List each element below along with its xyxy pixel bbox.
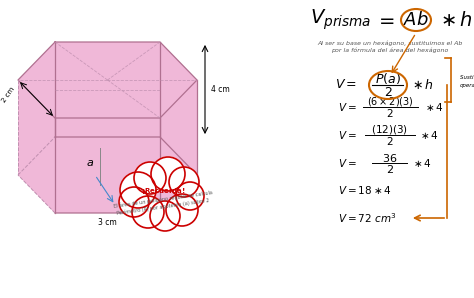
Polygon shape <box>18 42 197 118</box>
Text: Perímetro (P) por apotema (a) sobre 2: Perímetro (P) por apotema (a) sobre 2 <box>116 198 210 216</box>
Circle shape <box>132 196 164 228</box>
Text: a: a <box>87 158 93 168</box>
Text: $2$: $2$ <box>386 107 394 119</box>
Polygon shape <box>18 80 55 213</box>
Text: $\ast\, h$: $\ast\, h$ <box>440 10 473 30</box>
Text: operaciones: operaciones <box>460 83 474 88</box>
Text: $\ast\, h$: $\ast\, h$ <box>412 78 434 92</box>
Text: por la fórmula del área del hexágono: por la fórmula del área del hexágono <box>331 47 449 53</box>
Circle shape <box>151 157 185 191</box>
Text: $V = 18 \ast 4$: $V = 18 \ast 4$ <box>338 184 392 196</box>
Polygon shape <box>55 118 160 213</box>
Circle shape <box>176 182 204 210</box>
Text: $V =$: $V =$ <box>335 78 357 91</box>
Circle shape <box>150 201 180 231</box>
Text: $V_{prisma}$: $V_{prisma}$ <box>310 8 371 32</box>
Text: $V =$: $V =$ <box>338 129 357 141</box>
Circle shape <box>166 194 198 226</box>
Text: $\bf{¡Recuerda!}$: $\bf{¡Recuerda!}$ <box>141 186 185 196</box>
Polygon shape <box>160 80 197 213</box>
Circle shape <box>134 162 166 194</box>
Text: $\ast\,4$: $\ast\,4$ <box>425 101 444 113</box>
Text: $(12)(3)$: $(12)(3)$ <box>372 123 409 136</box>
Polygon shape <box>160 42 197 175</box>
Text: $2$: $2$ <box>386 135 394 147</box>
Text: $2$: $2$ <box>386 163 394 175</box>
Text: $\ast\,4$: $\ast\,4$ <box>413 157 431 169</box>
Text: $P(a)$: $P(a)$ <box>375 71 401 86</box>
Text: $Ab$: $Ab$ <box>403 11 429 29</box>
Polygon shape <box>55 42 160 137</box>
Text: $V =$: $V =$ <box>338 101 357 113</box>
Text: $V = 72\ cm^3$: $V = 72\ cm^3$ <box>338 211 397 225</box>
Text: $(6\times 2)(3)$: $(6\times 2)(3)$ <box>366 95 413 108</box>
Circle shape <box>120 172 156 208</box>
Text: 2 cm: 2 cm <box>0 86 15 104</box>
Circle shape <box>169 167 199 197</box>
Text: $2$: $2$ <box>383 86 392 99</box>
Text: El área de un polígono regular se calcula: El área de un polígono regular se calcul… <box>113 189 213 209</box>
Text: 3 cm: 3 cm <box>98 218 117 227</box>
Text: 4 cm: 4 cm <box>211 85 230 94</box>
Circle shape <box>119 187 149 217</box>
Text: $\ast\,4$: $\ast\,4$ <box>420 129 438 141</box>
Text: Al ser su base un hexágono, sustituimos el Ab: Al ser su base un hexágono, sustituimos … <box>317 40 463 46</box>
Text: $=$: $=$ <box>375 11 395 29</box>
Text: $V =$: $V =$ <box>338 157 357 169</box>
Text: Sustituimos y simplificamos: Sustituimos y simplificamos <box>460 75 474 80</box>
Polygon shape <box>18 137 197 213</box>
Text: $36$: $36$ <box>383 152 398 164</box>
